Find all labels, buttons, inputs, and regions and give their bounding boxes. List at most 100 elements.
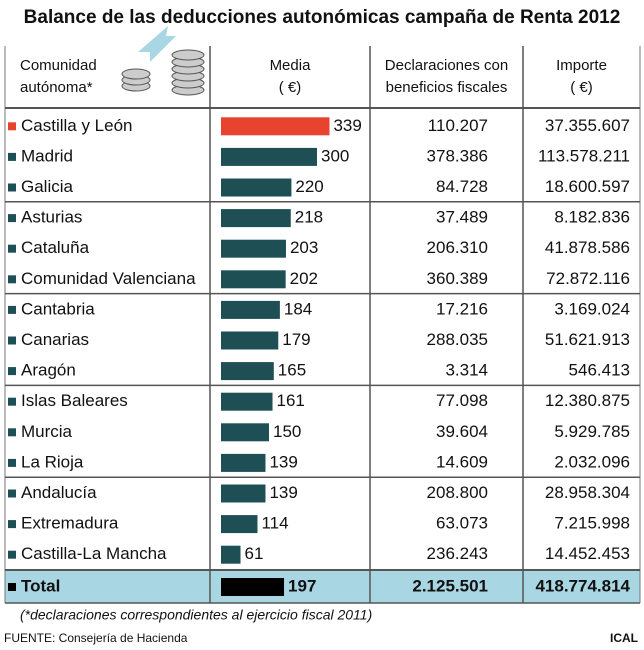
column-header: Media [270,57,312,74]
region-name: Comunidad Valenciana [21,269,196,288]
importe: 3.169.024 [554,299,630,318]
title: Balance de las deducciones autonómicas c… [24,7,621,28]
importe: 51.621.913 [545,330,630,349]
bar [221,545,241,564]
bar-value: 197 [288,576,316,595]
declaraciones: 3.314 [445,361,488,380]
declaraciones: 39.604 [436,422,488,441]
bar [221,423,269,442]
bar-value: 300 [321,146,349,165]
region-name: Extremadura [21,514,119,533]
declaraciones: 14.609 [436,452,488,471]
column-header: ( €) [279,79,302,96]
bar [221,392,273,411]
importe: 72.872.116 [546,269,630,288]
declaraciones: 236.243 [427,544,488,563]
row-marker [8,305,16,314]
row-marker [8,152,16,161]
importe: 12.380.875 [545,391,630,410]
declaraciones: 360.389 [427,269,488,288]
importe: 2.032.096 [554,452,630,471]
bar-value: 218 [295,208,323,227]
row-marker [8,428,16,437]
bar [221,300,280,319]
row-marker [8,183,16,192]
importe: 18.600.597 [545,177,630,196]
bar [221,331,279,350]
declaraciones: 288.035 [427,330,488,349]
importe: 28.958.304 [545,483,630,502]
declaraciones: 378.386 [427,146,488,165]
row-marker [8,244,16,253]
row-marker [8,458,16,467]
total-row-bg [5,571,640,603]
row-marker [8,550,16,559]
region-name: Asturias [21,208,82,227]
region-name: Canarias [21,330,89,349]
bar [221,453,266,472]
row-marker [8,397,16,406]
column-header: ( €) [570,79,593,96]
row-marker [8,214,16,223]
bar-value: 161 [277,391,305,410]
declaraciones: 206.310 [427,238,488,257]
row-marker [8,275,16,284]
bar [221,147,317,166]
bar [221,515,258,534]
declaraciones: 110.207 [428,116,488,135]
bar [221,178,292,197]
declaraciones: 17.216 [436,299,488,318]
column-header: beneficios fiscales [386,79,508,96]
importe: 41.878.586 [545,238,630,257]
bar-value: 179 [282,330,310,349]
region-name: Islas Baleares [21,391,128,410]
region-name: Cataluña [21,238,90,257]
total-label: Total [21,576,60,595]
bar-value: 165 [278,361,306,380]
row-marker [8,336,16,345]
importe: 113.578.211 [538,146,630,165]
region-name: Galicia [21,177,74,196]
importe: 546.413 [569,361,630,380]
bar [221,270,286,289]
bar [221,578,285,596]
bar-value: 61 [245,544,264,563]
bar [221,484,266,503]
importe: 37.355.607 [545,116,630,135]
bar-value: 139 [269,483,297,502]
region-name: Madrid [21,146,73,165]
bar-value: 114 [261,514,288,533]
declaraciones: 63.073 [436,514,488,533]
region-name: Castilla y León [21,116,133,135]
importe: 7.215.998 [554,514,630,533]
row-marker [8,520,16,529]
column-header: Importe [556,57,607,74]
bar-value: 150 [273,422,301,441]
coins-icon [121,26,205,96]
bar-value: 203 [290,238,318,257]
declaraciones: 77.098 [436,391,488,410]
note: (*declaraciones correspondientes al ejer… [20,607,372,623]
region-name: Andalucía [21,483,97,502]
source: FUENTE: Consejería de Hacienda [4,631,188,645]
bar-value: 339 [333,116,361,135]
importe: 8.182.836 [554,208,630,227]
importe: 5.929.785 [554,422,630,441]
bar-value: 139 [269,452,297,471]
declaraciones: 37.489 [436,208,488,227]
column-header: Comunidad [20,57,97,74]
row-marker [8,489,16,498]
declaraciones: 2.125.501 [412,576,488,595]
column-header: Declaraciones con [385,57,508,74]
region-name: Aragón [21,361,76,380]
bar [221,209,291,228]
row-marker [8,367,16,376]
bar-value: 202 [290,269,318,288]
declaraciones: 208.800 [427,483,488,502]
region-name: La Rioja [21,452,84,471]
importe: 14.452.453 [545,544,630,563]
declaraciones: 84.728 [436,177,488,196]
region-name: Cantabria [21,299,95,318]
credit: ICAL [610,631,638,645]
